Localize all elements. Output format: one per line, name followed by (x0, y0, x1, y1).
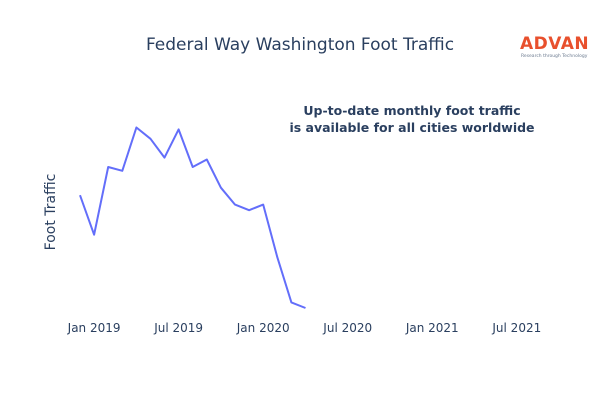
y-axis-label: Foot Traffic (43, 174, 59, 251)
x-tick-label: Jan 2021 (405, 321, 459, 335)
x-tick-label: Jul 2020 (322, 321, 372, 335)
series-line-0 (79, 126, 306, 309)
series-layer (79, 126, 306, 309)
logo-tagline: Research through Technology (521, 53, 588, 59)
annotation-line-2: is available for all cities worldwide (289, 120, 534, 135)
advan-logo: ADVAN Research through Technology (520, 34, 589, 59)
chart-title: Federal Way Washington Foot Traffic (146, 35, 454, 55)
x-tick-label: Jan 2019 (67, 321, 121, 335)
logo-name: ADVAN (520, 34, 589, 54)
x-tick-label: Jan 2020 (236, 321, 290, 335)
x-axis-ticks: Jan 2019 Jul 2019 Jan 2020 Jul 2020 Jan 2021… (67, 321, 542, 335)
x-tick-label: Jul 2019 (153, 321, 203, 335)
annotation-line-1: Up-to-date monthly foot traffic (303, 103, 520, 118)
x-tick-label: Jul 2021 (491, 321, 541, 335)
